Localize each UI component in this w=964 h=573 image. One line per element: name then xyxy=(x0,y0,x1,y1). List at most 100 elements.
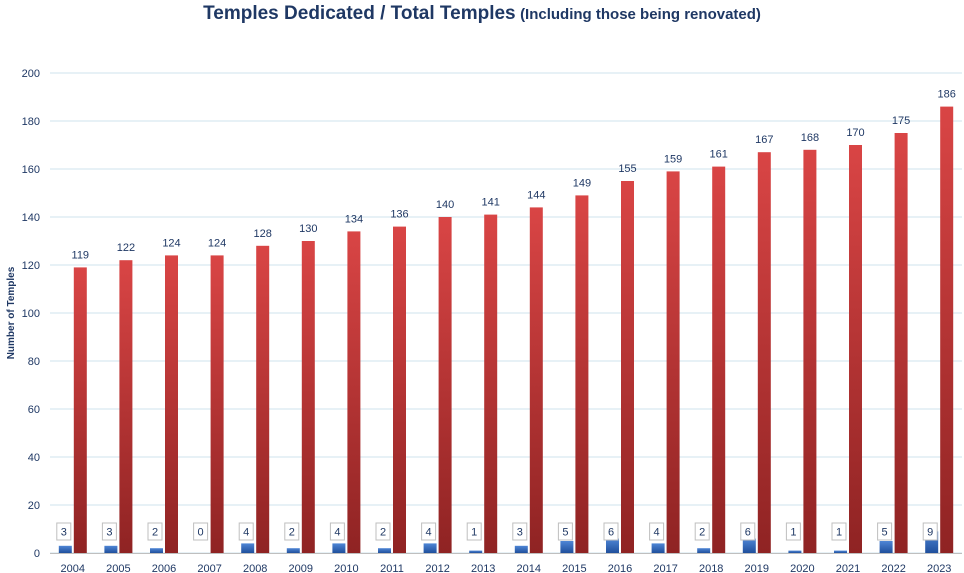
bar-total-2019 xyxy=(757,152,771,553)
data-label-box xyxy=(375,522,391,541)
bar-total-2023 xyxy=(940,106,954,553)
x-tick-label: 2021 xyxy=(836,563,860,573)
bar-total-2022 xyxy=(894,133,908,553)
data-label-box xyxy=(329,522,345,541)
data-label-box xyxy=(101,522,117,541)
data-label-box xyxy=(238,522,254,541)
data-label-box xyxy=(877,522,893,541)
data-label-total: 167 xyxy=(755,134,773,146)
data-label-dedicated: 5 xyxy=(562,527,568,539)
y-tick-label: 160 xyxy=(22,164,40,176)
bar-total-2010 xyxy=(347,231,361,553)
bar-dedicated-2020 xyxy=(788,550,802,553)
bar-dedicated-2009 xyxy=(286,548,300,553)
chart-title-main: Temples Dedicated / Total Temples xyxy=(203,3,516,24)
data-label-box xyxy=(831,522,847,541)
chart-subtitle: (Including those being renovated) xyxy=(520,6,761,23)
data-label-box xyxy=(694,522,710,541)
x-tick-label: 2006 xyxy=(152,563,176,573)
bar-dedicated-2008 xyxy=(241,543,255,553)
data-label-dedicated: 1 xyxy=(836,527,842,539)
data-label-total: 134 xyxy=(345,213,363,225)
data-label-dedicated: 5 xyxy=(882,527,888,539)
x-tick-label: 2005 xyxy=(106,563,130,573)
data-label-dedicated: 4 xyxy=(654,527,660,539)
y-tick-label: 200 xyxy=(22,68,40,80)
data-label-box xyxy=(922,522,938,541)
bar-total-2021 xyxy=(849,145,862,553)
y-tick-label: 100 xyxy=(22,308,40,320)
gridlines xyxy=(50,72,962,554)
data-label-total: 168 xyxy=(801,132,819,144)
data-label-box xyxy=(785,522,801,541)
y-tick-label: 120 xyxy=(22,260,40,272)
data-label-box xyxy=(193,522,209,541)
bar-dedicated-2018 xyxy=(697,548,711,553)
data-label-dedicated: 1 xyxy=(790,527,796,539)
data-label-total: 124 xyxy=(162,237,180,249)
data-label-total: 136 xyxy=(390,209,408,221)
x-tick-label: 2018 xyxy=(699,563,723,573)
data-label-total: 140 xyxy=(436,199,454,211)
data-label-dedicated: 3 xyxy=(61,527,67,539)
data-label-dedicated: 3 xyxy=(517,527,523,539)
bar-total-2012 xyxy=(438,217,452,553)
data-label-box xyxy=(512,522,528,541)
data-label-dedicated: 2 xyxy=(152,527,158,539)
bar-total-2008 xyxy=(256,245,270,554)
data-labels: 1193122312421240128413021344136214041411… xyxy=(56,89,956,541)
bar-total-2006 xyxy=(165,255,178,553)
y-axis-label: Number of Temples xyxy=(6,266,17,359)
x-tick-label: 2022 xyxy=(881,563,905,573)
data-label-total: 175 xyxy=(892,115,910,127)
data-label-box xyxy=(740,522,756,541)
data-label-dedicated: 6 xyxy=(745,527,751,539)
bar-total-2013 xyxy=(484,214,498,553)
data-label-dedicated: 2 xyxy=(289,527,295,539)
y-tick-label: 60 xyxy=(28,404,40,416)
data-label-total: 155 xyxy=(618,163,636,175)
x-tick-label: 2010 xyxy=(334,563,358,573)
bar-total-2017 xyxy=(666,171,680,553)
data-label-box xyxy=(147,522,163,541)
data-label-total: 149 xyxy=(573,177,591,189)
x-tick-label: 2023 xyxy=(927,563,951,573)
bar-total-2018 xyxy=(712,166,726,553)
bar-total-2004 xyxy=(73,267,87,553)
bar-total-2016 xyxy=(621,181,634,553)
data-label-total: 124 xyxy=(208,237,226,249)
data-label-box xyxy=(56,522,72,541)
x-tick-label: 2013 xyxy=(471,563,495,573)
bar-dedicated-2004 xyxy=(58,545,72,553)
bar-dedicated-2010 xyxy=(332,543,346,553)
y-axis-ticks: 0 20 40 60 80 100 120 140 160 180 200 xyxy=(22,68,40,560)
data-label-dedicated: 4 xyxy=(243,527,249,539)
bar-total-2011 xyxy=(393,226,406,553)
x-tick-label: 2019 xyxy=(745,563,769,573)
x-tick-label: 2011 xyxy=(380,563,404,573)
data-label-dedicated: 0 xyxy=(198,527,204,539)
bars xyxy=(58,106,954,554)
bar-dedicated-2012 xyxy=(423,543,437,553)
data-label-dedicated: 4 xyxy=(426,527,432,539)
data-label-total: 144 xyxy=(527,189,545,201)
data-label-box xyxy=(603,522,619,541)
data-label-box xyxy=(421,522,437,541)
data-label-total: 186 xyxy=(938,89,956,101)
data-label-total: 119 xyxy=(72,249,90,261)
x-tick-label: 2016 xyxy=(608,563,632,573)
y-tick-label: 180 xyxy=(22,116,40,128)
bar-dedicated-2021 xyxy=(834,550,847,553)
bar-dedicated-2005 xyxy=(104,545,118,553)
data-label-total: 130 xyxy=(299,223,317,235)
data-label-box xyxy=(557,522,573,541)
x-tick-label: 2017 xyxy=(653,563,677,573)
bar-dedicated-2011 xyxy=(378,548,391,553)
bar-dedicated-2019 xyxy=(742,538,756,553)
data-label-box xyxy=(466,522,482,541)
data-label-total: 170 xyxy=(846,127,864,139)
data-label-dedicated: 9 xyxy=(927,527,933,539)
bar-total-2005 xyxy=(119,260,133,553)
